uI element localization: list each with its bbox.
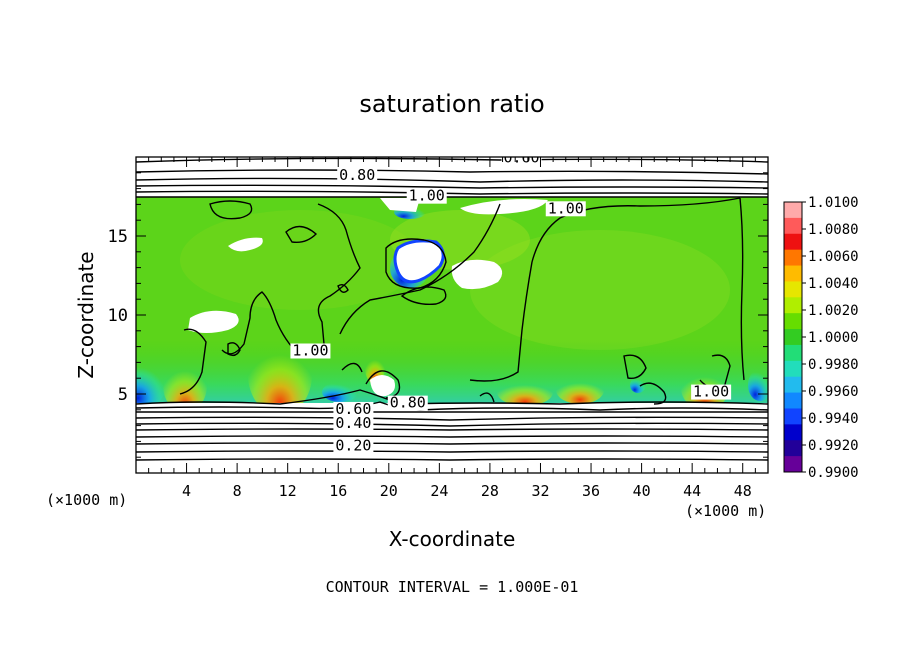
- dry-patch: [370, 375, 395, 397]
- colorbar-swatch: [784, 297, 802, 314]
- x-tick-label: 48: [734, 482, 752, 500]
- dry-patch: [188, 310, 239, 333]
- contour-label: 0.80: [339, 166, 375, 184]
- contour-label-bg: [333, 416, 374, 432]
- colorbar-label: 1.0060: [808, 249, 859, 265]
- x-axis: 4 8 12 16 20 24 28 32 36 40 44 48: [148, 157, 756, 500]
- colorbar-label: 1.0040: [808, 276, 859, 292]
- contour-lines: [136, 157, 768, 461]
- colorbar-label: 0.9940: [808, 411, 859, 427]
- plot-area: 0.60 0.80 1.00 1.00 1.00 1.00 0.60 0.80 0.40 0.20: [136, 149, 768, 473]
- colorbar-label: 0.9960: [808, 384, 859, 400]
- colorbar-swatch: [784, 202, 802, 219]
- chart-title: saturation ratio: [359, 90, 544, 118]
- x-axis-label: X-coordinate: [389, 527, 516, 551]
- x-tick-label: 4: [182, 482, 191, 500]
- dry-lower-region: [136, 403, 768, 473]
- x-tick-label: 12: [279, 482, 297, 500]
- warm-spot: [497, 378, 553, 406]
- cool-spot: [136, 363, 166, 407]
- contour-label-bg: [290, 343, 331, 359]
- dry-patch: [228, 237, 263, 252]
- contour-label-bg: [387, 395, 428, 411]
- colorbar-swatch: [784, 360, 802, 378]
- contour-label: 0.60: [335, 400, 371, 418]
- dry-patch: [393, 239, 445, 284]
- contour-label-bg: [406, 188, 447, 204]
- x-tick-label: 28: [481, 482, 499, 500]
- contour-label-bg: [333, 438, 374, 454]
- colorbar-swatch: [784, 456, 802, 473]
- colorbar-swatch: [784, 281, 802, 298]
- x-tick-label: 16: [329, 482, 347, 500]
- warm-spot: [556, 376, 604, 404]
- dry-patch: [460, 199, 548, 215]
- x-tick-label: 36: [582, 482, 600, 500]
- colorbar-swatch: [784, 392, 802, 409]
- x-tick-label: 20: [380, 482, 398, 500]
- contour-label: 1.00: [409, 187, 445, 205]
- contour-label: 0.80: [390, 394, 426, 412]
- y-axis-label: Z-coordinate: [74, 251, 98, 378]
- contour-label: 0.40: [335, 414, 371, 432]
- x-tick-label: 40: [633, 482, 651, 500]
- dry-upper-region: [136, 157, 768, 197]
- y-tick-label: 10: [108, 306, 128, 326]
- colorbar-swatch: [784, 217, 802, 235]
- contour-label-bg: [333, 401, 374, 417]
- cool-spot: [748, 369, 768, 401]
- dry-patch: [451, 259, 503, 290]
- colorbar-swatch: [784, 265, 802, 282]
- warm-spot: [163, 357, 207, 413]
- colorbar-swatch: [784, 408, 802, 425]
- colorbar-label: 1.0100: [808, 195, 859, 211]
- colorbar-swatch: [784, 249, 802, 267]
- y-tick-label: 5: [118, 385, 128, 405]
- contour-label-bg: [337, 168, 378, 184]
- colorbar-label: 1.0000: [808, 330, 859, 346]
- contour-label: 1.00: [292, 342, 328, 360]
- contour-label-bg: [691, 384, 732, 400]
- colorbar-swatch: [784, 233, 802, 251]
- contour-label-bg: [501, 157, 542, 166]
- x-tick-label: 8: [233, 482, 242, 500]
- colorbar-label: 0.9900: [808, 465, 859, 481]
- colorbar-swatch: [784, 424, 802, 441]
- colorbar-swatch: [784, 440, 802, 457]
- x-tick-label: 32: [531, 482, 549, 500]
- contour-label: 0.20: [335, 436, 371, 454]
- x-unit-left: (×1000 m): [46, 491, 127, 509]
- colorbar-swatch: [784, 344, 802, 362]
- contour-label: 1.00: [693, 383, 729, 401]
- colorbar-label: 1.0020: [808, 303, 859, 319]
- footer-note: CONTOUR INTERVAL = 1.000E-01: [326, 578, 579, 596]
- x-unit-right: (×1000 m): [685, 502, 766, 520]
- colorbar-swatch: [784, 329, 802, 346]
- x-tick-label: 24: [430, 482, 448, 500]
- colorbar-swatch: [784, 313, 802, 330]
- y-axis: 5 10 15: [108, 172, 768, 458]
- contour-labels: 0.60 0.80 1.00 1.00 1.00 1.00 0.60 0.80 0.40 0.20: [290, 149, 732, 454]
- contour-label-bg: [545, 201, 586, 217]
- colorbar-label: 1.0080: [808, 222, 859, 238]
- colorbar: 1.0100 1.0080 1.0060 1.0040 1.0020 1.0000 0.99…: [783, 195, 859, 481]
- colorbar-swatch: [784, 376, 802, 394]
- x-tick-label: 44: [683, 482, 701, 500]
- contour-label: 1.00: [548, 199, 584, 217]
- contour-label: 0.60: [503, 149, 539, 167]
- cool-spot: [630, 377, 646, 393]
- colorbar-label: 0.9920: [808, 438, 859, 454]
- colorbar-label: 0.9980: [808, 357, 859, 373]
- y-tick-label: 15: [108, 227, 128, 247]
